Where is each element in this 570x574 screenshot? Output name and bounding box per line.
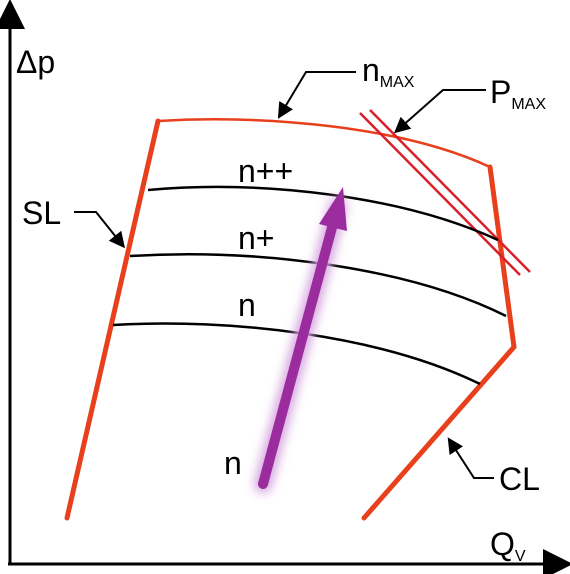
speed-label-n-plus: n+ [238, 220, 274, 256]
arrow-shaft [258, 215, 339, 489]
arrow-head [319, 187, 347, 231]
y-axis-label: Δp [16, 44, 55, 80]
p-max-pointer [394, 89, 486, 134]
x-axis-label: QV [490, 526, 526, 565]
arrow-start-label: n [224, 445, 242, 481]
choke-line [361, 344, 517, 521]
p-max-line-2 [369, 109, 531, 273]
p-max-line-1 [359, 112, 521, 276]
speed-line-n-plus-plus [147, 185, 499, 242]
sl-pointer [74, 211, 125, 249]
surge-line-label: SL [22, 195, 61, 231]
p-max-label: PMAX [490, 74, 546, 113]
choke-line-label: CL [499, 461, 540, 497]
n-max-curve [157, 118, 491, 169]
cl-pointer [447, 437, 494, 479]
speed-label-n: n [238, 287, 256, 323]
n-max-pointer [277, 71, 356, 119]
surge-line [64, 118, 161, 521]
speed-increase-arrow [254, 187, 347, 493]
n-max-label: nMAX [362, 52, 415, 91]
speed-label-n-plus-plus: n++ [238, 153, 293, 189]
